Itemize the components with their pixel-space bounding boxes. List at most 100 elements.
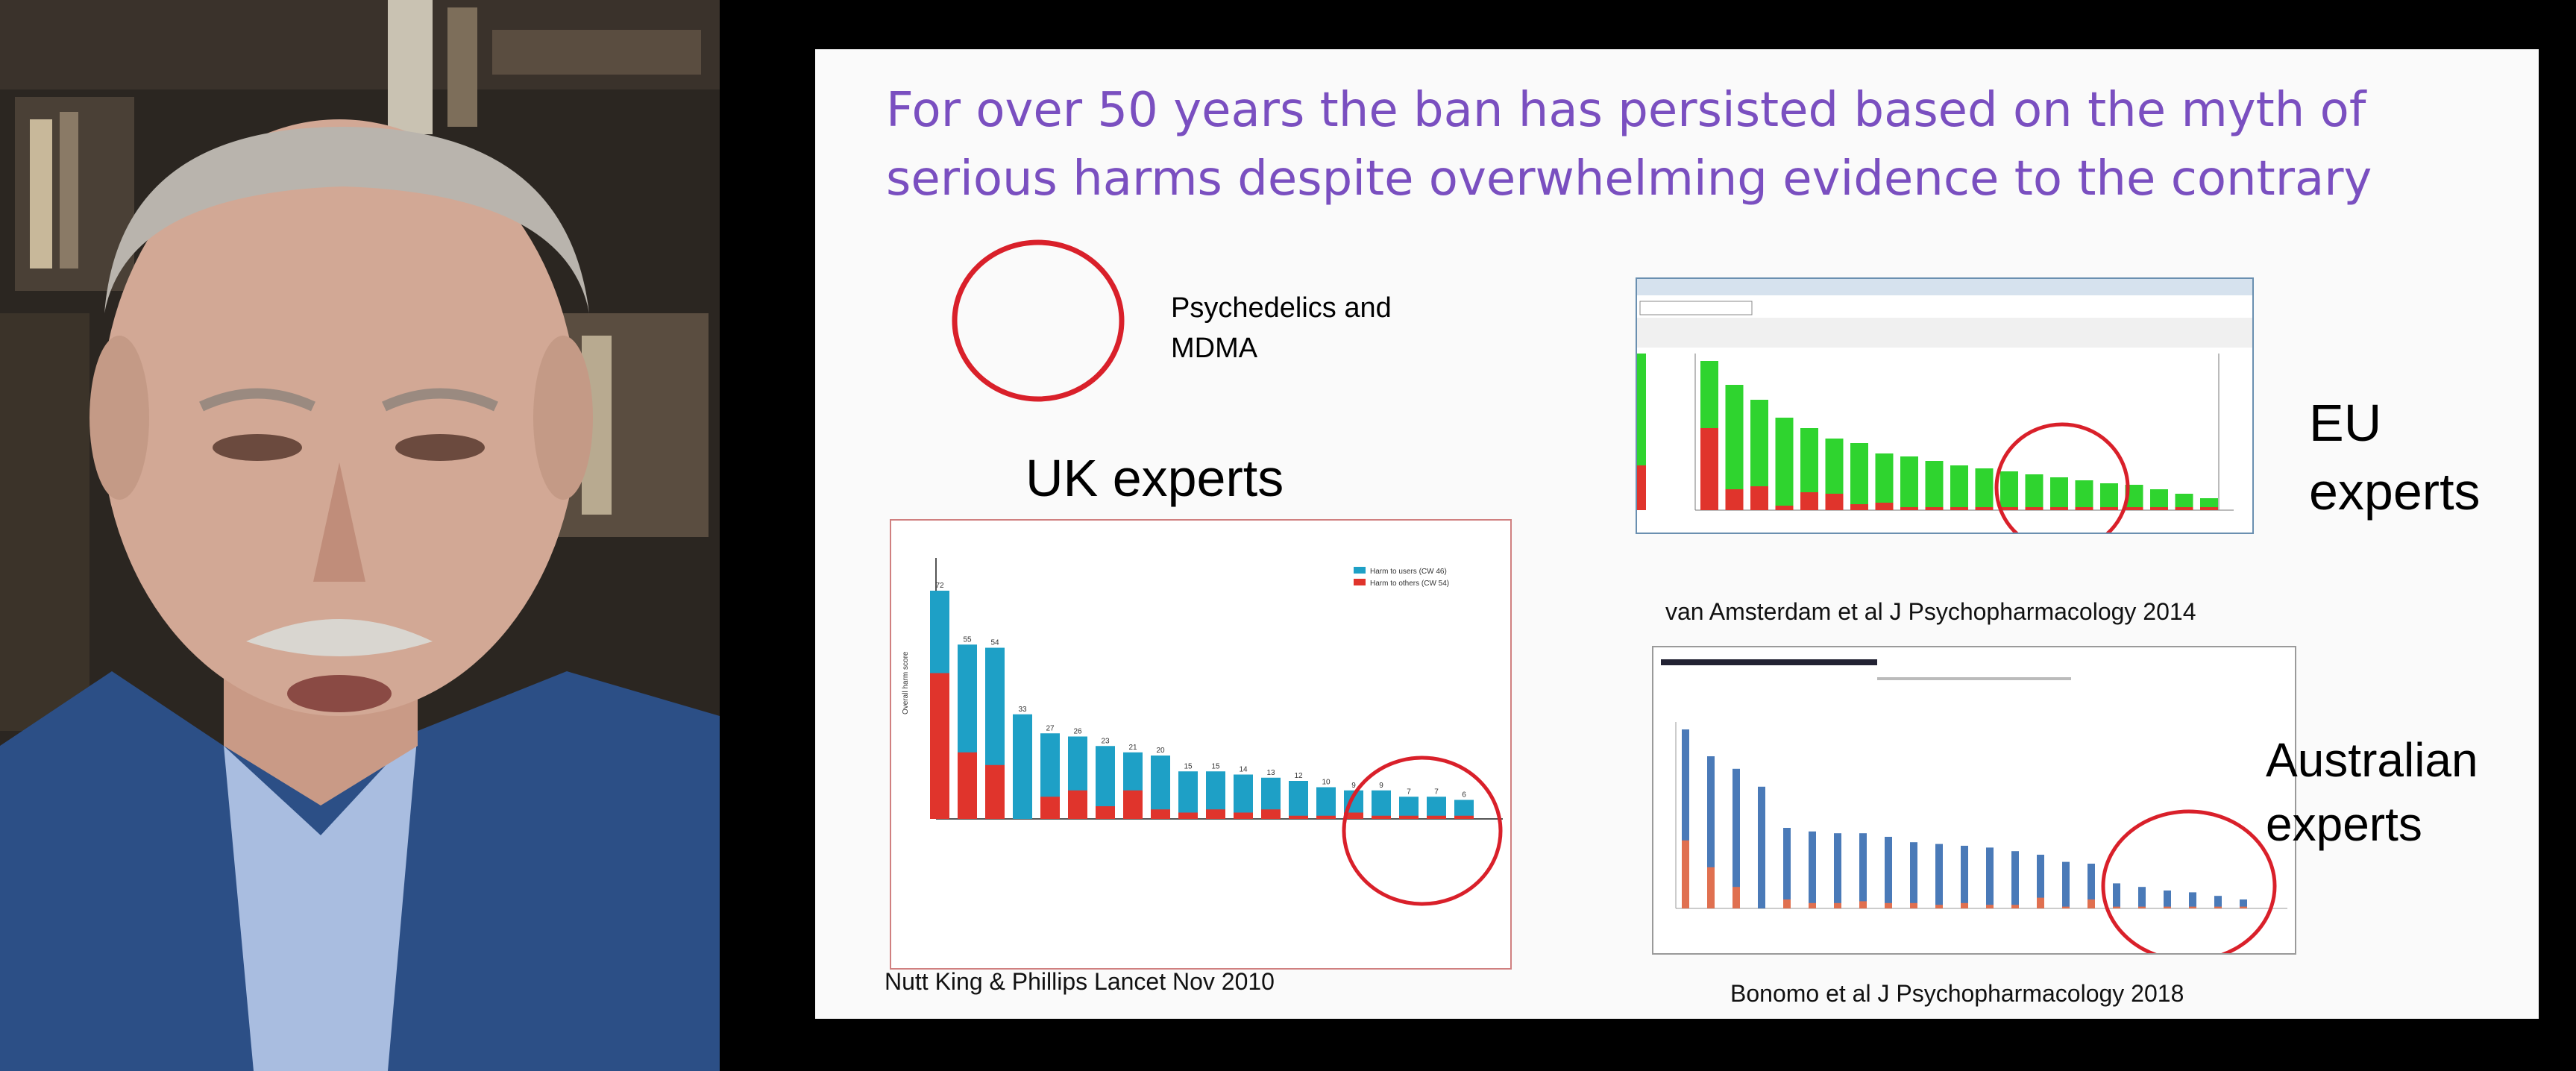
uk-bars-bar-others (1427, 815, 1446, 819)
slide-title: For over 50 years the ban has persisted … (886, 83, 2372, 207)
eu-bars-bar-others (2050, 507, 2068, 510)
uk-bars-value-label: 14 (1239, 766, 1248, 774)
au-bars-bar-others (1910, 902, 1917, 908)
eu-highlight-circle (1994, 422, 2130, 533)
uk-bars-value-label: 12 (1294, 772, 1303, 780)
uk-legend-users: Harm to users (CW 46) (1370, 568, 1447, 576)
eu-bars-bar-others (2000, 507, 2018, 510)
uk-bars-value-label: 33 (1018, 706, 1027, 714)
eu-bars-bar-others (2200, 507, 2218, 510)
eu-bars-bar (2000, 471, 2018, 510)
au-bars-bar (2138, 887, 2146, 908)
svg-text:Overall harm score: Overall harm score (902, 651, 910, 714)
au-bars-bar (1758, 786, 1765, 908)
au-bars-bar (1809, 831, 1816, 908)
uk-bars-bar-others (1206, 809, 1225, 819)
uk-bars-bar-others (1454, 815, 1474, 819)
au-bars-bar-others (2138, 906, 2146, 908)
au-bars-bar (1682, 729, 1689, 908)
uk-bars-bar (1399, 797, 1419, 819)
eu-bars-bar-others (1750, 486, 1768, 510)
au-highlight-circle (2101, 809, 2277, 953)
eu-bars-bar-others (1825, 494, 1844, 510)
uk-bars-value-label: 23 (1101, 737, 1110, 745)
eu-bars (1700, 361, 2218, 510)
eu-bars-bar-others (2100, 507, 2118, 510)
eu-bars-bar (1850, 443, 1868, 510)
eu-bars-bar-others (2150, 507, 2168, 510)
au-bars-bar-others (2037, 897, 2044, 908)
uk-bars-value-label: 54 (990, 639, 999, 647)
au-bars-bar (2240, 899, 2247, 908)
uk-bars-bar (1289, 781, 1308, 819)
au-bars-bar (2011, 851, 2019, 908)
uk-bars-value-label: 6 (1462, 791, 1466, 800)
eu-bars-bar (1900, 456, 1918, 510)
legend-circle (952, 239, 1125, 402)
uk-bars-value-label: 15 (1184, 762, 1193, 770)
legend-label: Psychedelics and MDMA (1171, 292, 1392, 364)
presentation-slide: For over 50 years the ban has persisted … (815, 49, 2539, 1019)
uk-bars-bar (1427, 797, 1446, 819)
uk-bars-bar-others (1316, 815, 1336, 819)
uk-bars-bar (1234, 774, 1253, 819)
eu-bars-bar-others (1900, 507, 1918, 510)
au-bars-bar-others (2062, 906, 2070, 908)
au-bars-bar-others (1986, 905, 1994, 908)
uk-bars-bar (1372, 790, 1391, 819)
au-bars-bar-others (1809, 902, 1816, 908)
uk-bars-value-label: 55 (963, 635, 972, 644)
au-bars-bar-others (2189, 906, 2196, 908)
eu-bars-bar-others (1925, 507, 1944, 510)
eu-bars-bar-others (1850, 504, 1868, 510)
eu-bars-bar-others (1875, 503, 1894, 510)
uk-highlight-circle (1342, 756, 1503, 906)
uk-bars-bar-others (1096, 806, 1115, 819)
au-bars-bar (1783, 828, 1791, 908)
eu-chart-svg (1637, 279, 2252, 533)
eu-bars-bar (1950, 465, 1968, 510)
uk-bars: 72 55 54 33 27 26 23 21 20 15 15 14 13 12 10 9 9 7 7 6 (930, 582, 1474, 819)
uk-bars-bar-others (1068, 790, 1087, 819)
uk-bars-bar (1151, 756, 1170, 819)
uk-bars-bar (1013, 714, 1032, 819)
au-bars-bar-others (2214, 906, 2222, 908)
eu-bars-bar (1875, 453, 1894, 510)
uk-bars-bar-others (1040, 797, 1060, 819)
uk-bars-value-label: 26 (1073, 728, 1082, 736)
au-bars-bar (1707, 756, 1715, 908)
eu-bars-bar (2050, 477, 2068, 510)
eu-bars-bar (2150, 489, 2168, 510)
au-bars-bar (1961, 846, 1968, 908)
eu-bars-bar (1925, 461, 1944, 510)
au-bars-bar (2113, 883, 2120, 908)
uk-bars-bar-others (930, 673, 949, 819)
uk-bars-bar-others (1151, 809, 1170, 819)
uk-bars-bar-others (1261, 809, 1281, 819)
uk-bars-bar-others (958, 752, 977, 819)
eu-bars-bar-others (1775, 506, 1794, 510)
eu-bars-bar (2100, 483, 2118, 510)
uk-bars-bar (1178, 771, 1198, 819)
uk-bars-value-label: 27 (1046, 724, 1055, 732)
uk-chart: Overall harm score 72 55 54 33 27 26 23 21 20 15 1… (890, 519, 1512, 970)
eu-citation: van Amsterdam et al J Psychopharmacology… (1665, 598, 2196, 625)
presenter-image (0, 0, 720, 1071)
au-bars-bar (2062, 861, 2070, 908)
eu-bars-bar (2075, 480, 2093, 510)
uk-bars-bar-others (1178, 812, 1198, 819)
au-citation: Bonomo et al J Psychopharmacology 2018 (1730, 980, 2184, 1007)
eu-bars-bar-others (1800, 492, 1818, 510)
webcam-video (0, 0, 720, 1071)
au-bars-bar (2214, 896, 2222, 908)
au-bars-bar-others (1885, 902, 1892, 908)
au-bars-bar-others (1732, 887, 1740, 908)
eu-chart (1636, 277, 2254, 534)
au-bars-bar-others (2011, 905, 2019, 908)
au-chart-svg (1653, 647, 2295, 953)
uk-bars-bar-others (985, 764, 1005, 819)
au-bars-bar-others (2240, 906, 2247, 908)
eu-bars-bar-others (2125, 507, 2143, 510)
uk-bars-bar-others (1372, 815, 1391, 819)
eu-bars-bar-others (1725, 489, 1744, 510)
